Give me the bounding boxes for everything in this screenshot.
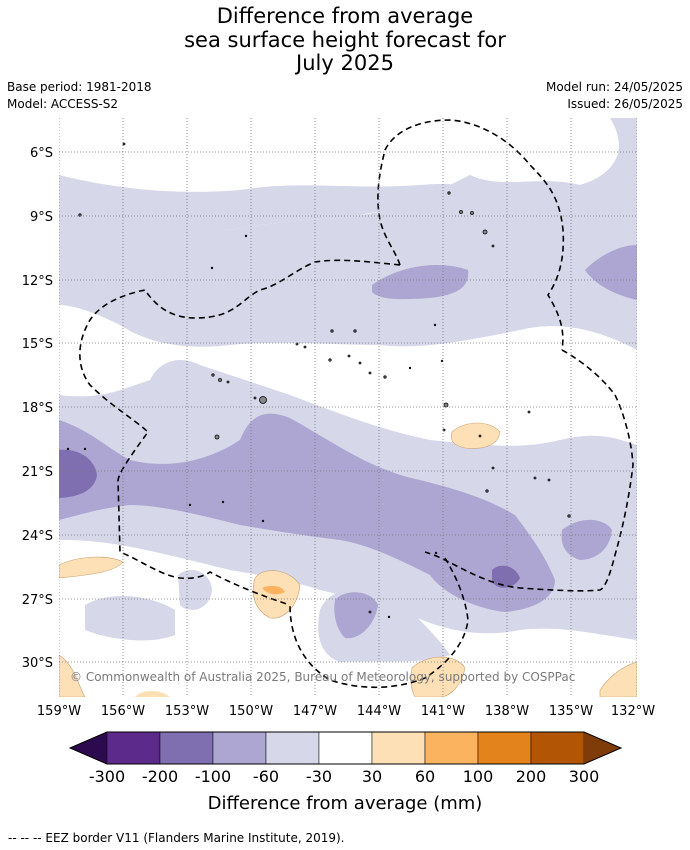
colorbar-label: Difference from average (mm) bbox=[208, 793, 483, 814]
colorbar-tick: -300 bbox=[89, 767, 125, 786]
colorbar-segment bbox=[212, 731, 267, 765]
anomaly-contour-south-central bbox=[334, 592, 378, 639]
colorbar-tick: -30 bbox=[306, 767, 332, 786]
lat-label-12s: 12°S bbox=[22, 274, 53, 289]
lat-labels: 6°S 9°S 12°S 15°S 18°S 21°S 24°S 27°S 30… bbox=[22, 146, 53, 671]
lat-label-27s: 27°S bbox=[22, 593, 53, 608]
anomaly-contour-positive-f bbox=[410, 656, 466, 697]
anomaly-field: © Commonwealth of Australia 2025, Bureau… bbox=[59, 118, 637, 697]
lon-labels: 159°W 156°W 153°W 150°W 147°W 144°W 141°… bbox=[37, 704, 655, 719]
lon-label-132w: 132°W bbox=[611, 704, 655, 719]
colorbar-segment bbox=[530, 731, 585, 765]
anomaly-contour-south-patch-b bbox=[178, 570, 212, 610]
eez-borders bbox=[79, 119, 634, 689]
graticule bbox=[59, 118, 637, 697]
anomaly-contour-south-patch-a bbox=[85, 595, 175, 641]
anomaly-contour-west-strong bbox=[59, 449, 97, 498]
colorbar-segment bbox=[159, 731, 214, 765]
colorbar-tick: -200 bbox=[142, 767, 178, 786]
anomaly-contour-positive-c bbox=[262, 585, 285, 595]
colorbar-segment bbox=[371, 731, 426, 765]
issued-date: Issued: 26/05/2025 bbox=[567, 97, 683, 111]
colorbar-tick: -60 bbox=[253, 767, 279, 786]
lon-label-135w: 135°W bbox=[549, 704, 593, 719]
lat-label-6s: 6°S bbox=[30, 146, 53, 161]
colorbar-tick: 100 bbox=[463, 767, 494, 786]
anomaly-contour-central-strong bbox=[59, 413, 555, 612]
colorbar-tick: 200 bbox=[516, 767, 547, 786]
lon-label-156w: 156°W bbox=[101, 704, 145, 719]
eez-border-south bbox=[424, 349, 634, 592]
colorbar-segment bbox=[424, 731, 479, 765]
lat-label-15s: 15°S bbox=[22, 337, 53, 352]
model-name: Model: ACCESS-S2 bbox=[7, 97, 119, 111]
colorbar-segment bbox=[265, 731, 320, 765]
lon-label-141w: 141°W bbox=[421, 704, 465, 719]
lon-label-153w: 153°W bbox=[165, 704, 209, 719]
colorbar-extend-low bbox=[70, 732, 107, 764]
colorbar-segment bbox=[477, 731, 532, 765]
lon-label-159w: 159°W bbox=[37, 704, 81, 719]
colorbar bbox=[68, 731, 623, 765]
anomaly-contour-north-region bbox=[59, 118, 637, 350]
colorbar-ticks: -300 -200 -100 -60 -30 30 60 100 200 300 bbox=[89, 767, 599, 786]
anomaly-contour-north-band bbox=[59, 118, 637, 233]
base-period: Base period: 1981-2018 bbox=[7, 80, 152, 94]
anomaly-contour-positive-e bbox=[59, 654, 86, 697]
lon-label-147w: 147°W bbox=[293, 704, 337, 719]
anomaly-contour-southeast-strong bbox=[492, 565, 520, 588]
lon-label-138w: 138°W bbox=[485, 704, 529, 719]
lon-label-150w: 150°W bbox=[229, 704, 273, 719]
lat-label-9s: 9°S bbox=[30, 210, 53, 225]
model-run: Model run: 24/05/2025 bbox=[545, 80, 683, 94]
colorbar-tick: 300 bbox=[569, 767, 600, 786]
anomaly-contour-positive-g bbox=[599, 661, 637, 697]
lat-label-24s: 24°S bbox=[22, 529, 53, 544]
anomaly-contour-east-patch bbox=[372, 265, 469, 300]
anomaly-contour-positive-a bbox=[451, 422, 501, 449]
anomaly-contour-southeast-patch bbox=[561, 519, 612, 560]
islands bbox=[66, 142, 571, 619]
colorbar-tick: 60 bbox=[415, 767, 435, 786]
colorbar-segment bbox=[318, 731, 373, 765]
eez-border-north bbox=[377, 119, 565, 351]
map-title-line3: July 2025 bbox=[296, 51, 394, 75]
colorbar-extend-high bbox=[584, 732, 621, 764]
lon-label-144w: 144°W bbox=[357, 704, 401, 719]
copyright-note: © Commonwealth of Australia 2025, Bureau… bbox=[70, 670, 575, 684]
anomaly-contour-positive-h bbox=[135, 690, 170, 697]
lat-label-21s: 21°S bbox=[22, 465, 53, 480]
eez-legend-note: -- -- -- EEZ border V11 (Flanders Marine… bbox=[8, 831, 345, 845]
eez-border-central bbox=[79, 259, 401, 606]
lat-label-30s: 30°S bbox=[22, 656, 53, 671]
map-title-line1: Difference from average bbox=[216, 4, 474, 28]
map-title-line2: sea surface height forecast for bbox=[184, 28, 506, 52]
colorbar-segment bbox=[106, 731, 161, 765]
colorbar-tick: 30 bbox=[362, 767, 382, 786]
anomaly-contour-northeast-edge bbox=[585, 245, 637, 300]
eez-border-southeast bbox=[289, 557, 469, 689]
lat-label-18s: 18°S bbox=[22, 401, 53, 416]
colorbar-tick: -100 bbox=[195, 767, 231, 786]
